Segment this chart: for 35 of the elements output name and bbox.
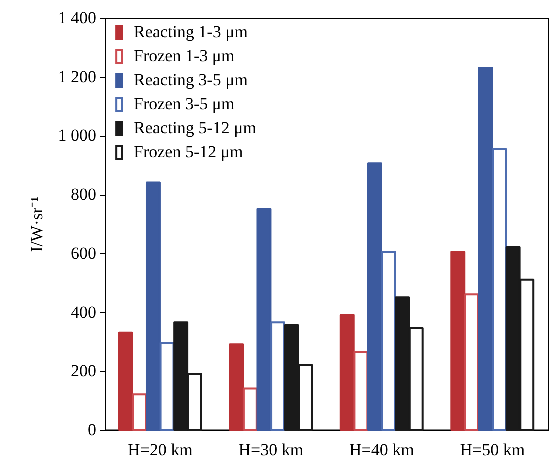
x-tick-label: H=20 km [128,440,193,460]
bar [270,322,286,431]
legend-label: Frozen 3-5 μm [134,94,235,114]
y-tick-label: 600 [71,244,96,263]
bar [229,344,244,431]
y-tick-label: 200 [71,362,96,381]
legend-label: Reacting 3-5 μm [134,70,248,90]
bar [118,332,134,431]
bar [256,208,272,431]
bar [492,148,508,431]
bar [242,388,258,431]
y-axis-title: I/W·sr⁻¹ [27,196,46,252]
y-tick-label: 1 000 [58,126,96,146]
bar [340,314,355,431]
x-tick-label: H=50 km [460,440,526,460]
bar [354,351,369,431]
legend-label: Reacting 1-3 μm [134,22,248,42]
x-tick-label: H=40 km [349,440,414,460]
y-tick-label: 0 [88,420,96,440]
y-tick-label: 400 [71,302,96,322]
x-tick-label: H=30 km [238,440,304,460]
bar [146,182,161,431]
legend-label: Reacting 5-12 μm [134,118,256,138]
bar [132,394,148,431]
y-tick-label: 1 400 [58,8,96,28]
legend-label: Frozen 5-12 μm [134,142,244,162]
bar [450,250,466,431]
y-tick-label: 800 [71,185,96,204]
bar [464,294,480,431]
bar [160,342,175,431]
bar [478,67,494,431]
bar [381,250,396,431]
y-tick-label: 1 200 [58,67,96,86]
legend-label: Frozen 1-3 μm [134,46,235,66]
bar [367,162,382,431]
